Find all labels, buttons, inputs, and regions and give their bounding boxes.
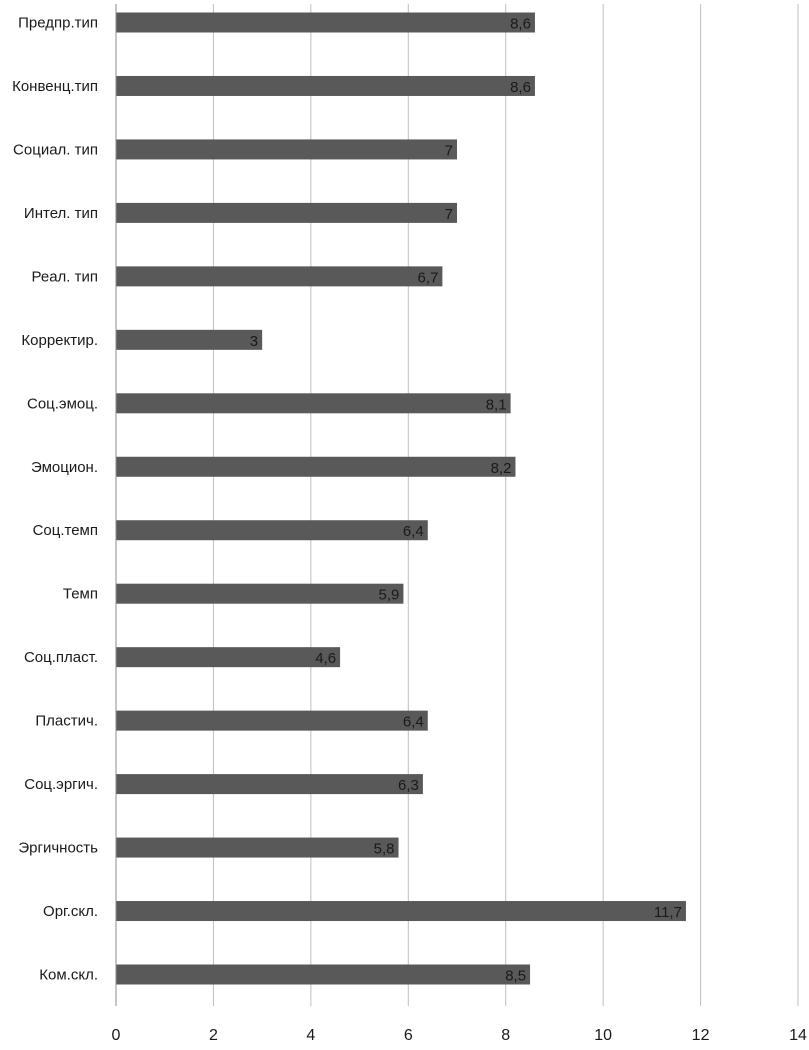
- bar: [116, 202, 457, 223]
- category-label: Интел. тип: [24, 205, 98, 222]
- category-label: Социал. тип: [13, 141, 98, 158]
- data-label: 8,1: [486, 396, 507, 413]
- data-label: 8,6: [510, 79, 531, 96]
- x-tick-label: 0: [112, 1027, 121, 1044]
- gridlines: [212, 4, 799, 1006]
- bar: [116, 12, 535, 33]
- bar: [116, 456, 516, 477]
- bar: [116, 710, 428, 731]
- data-label: 3: [250, 333, 258, 350]
- category-label: Орг.скл.: [43, 903, 98, 920]
- category-label: Соц.темп: [33, 522, 98, 539]
- data-label: 8,6: [510, 16, 531, 33]
- data-labels: 8,6 8,6 7 7 6,7 3 8,1 8,2 6,4 5,9 4,6 6,4 6,3 5,8 11,7…: [250, 16, 682, 985]
- data-label: 6,3: [398, 777, 419, 794]
- x-tick-label: 10: [594, 1027, 612, 1044]
- bar: [116, 139, 457, 160]
- data-label: 6,4: [403, 714, 424, 731]
- data-label: 7: [445, 206, 453, 223]
- bar: [116, 393, 511, 414]
- x-tick-labels: 0 2 4 6 8 10 12 14: [112, 1027, 807, 1044]
- data-label: 7: [445, 142, 453, 159]
- bar: [116, 266, 443, 287]
- category-label: Соц.эмоц.: [27, 395, 98, 412]
- category-label: Предпр.тип: [18, 15, 98, 32]
- bar: [116, 520, 428, 541]
- category-label: Конвенц.тип: [12, 78, 98, 95]
- bar: [116, 837, 399, 858]
- bar: [116, 901, 686, 922]
- bar: [116, 329, 263, 350]
- bar: [116, 774, 423, 795]
- data-label: 6,7: [418, 269, 439, 286]
- category-label: Темп: [63, 586, 98, 603]
- data-label: 4,6: [315, 650, 336, 667]
- category-label: Пластич.: [35, 713, 98, 730]
- x-tick-label: 2: [209, 1027, 218, 1044]
- bar: [116, 647, 341, 668]
- x-tick-label: 4: [306, 1027, 315, 1044]
- data-label: 6,4: [403, 523, 424, 540]
- data-label: 8,2: [491, 460, 512, 477]
- data-label: 8,5: [505, 968, 526, 985]
- data-label: 5,8: [374, 841, 395, 858]
- x-tick-label: 12: [692, 1027, 710, 1044]
- category-label: Эмоцион.: [31, 459, 98, 476]
- bar: [116, 75, 535, 96]
- category-labels: Предпр.тип Конвенц.тип Социал. тип Интел. т…: [12, 15, 98, 984]
- category-label: Соц.пласт.: [24, 649, 98, 666]
- data-label: 5,9: [379, 587, 400, 604]
- bar: [116, 583, 404, 604]
- category-label: Реал. тип: [32, 268, 99, 285]
- bar: [116, 964, 531, 985]
- data-label: 11,7: [654, 904, 682, 921]
- category-label: Корректир.: [21, 332, 98, 349]
- x-tick-label: 14: [789, 1027, 807, 1044]
- x-tick-label: 8: [501, 1027, 510, 1044]
- bars: [116, 12, 686, 985]
- category-label: Соц.эргич.: [24, 776, 98, 793]
- x-tick-label: 6: [404, 1027, 413, 1044]
- category-label: Ком.скл.: [39, 967, 98, 984]
- category-label: Эргичность: [18, 840, 98, 857]
